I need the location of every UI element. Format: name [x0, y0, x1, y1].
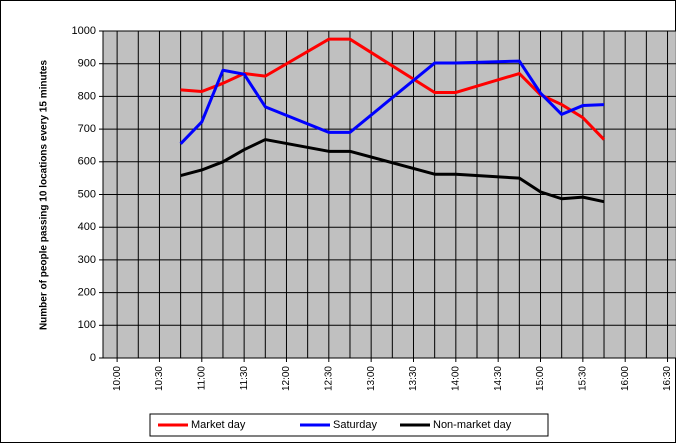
y-tick-label: 800 — [78, 90, 96, 102]
y-axis-label: Number of people passing 10 locations ev… — [39, 60, 50, 331]
x-tick-label: 16:00 — [620, 366, 631, 391]
x-tick-label: 10:00 — [112, 366, 123, 391]
y-tick-label: 600 — [78, 156, 96, 168]
y-tick-label: 300 — [78, 254, 96, 266]
x-tick-label: 13:30 — [408, 366, 419, 391]
series-line — [179, 59, 605, 145]
x-tick-label: 14:00 — [450, 366, 461, 391]
x-tick-label: 15:30 — [577, 366, 588, 391]
x-tick-label: 10:30 — [154, 366, 165, 391]
legend-box — [149, 413, 549, 437]
x-tick-label: 14:30 — [493, 366, 504, 391]
y-tick-label: 0 — [90, 352, 96, 364]
series-line — [180, 37, 606, 141]
x-tick-label: 16:30 — [662, 366, 673, 391]
x-tick-label: 12:00 — [281, 366, 292, 391]
x-tick-label: 11:30 — [239, 366, 250, 391]
x-tick-label: 13:00 — [366, 366, 377, 391]
y-tick-label: 200 — [78, 287, 96, 299]
y-tick-label: 1000 — [72, 25, 96, 37]
y-tick-label: 700 — [78, 123, 96, 135]
y-tick-label: 900 — [78, 58, 96, 70]
x-tick-label: 15:00 — [535, 366, 546, 391]
y-tick-label: 100 — [78, 319, 96, 331]
legend-label: Saturday — [333, 419, 378, 431]
x-tick-label: 11:00 — [196, 366, 207, 391]
x-tick-label: 12:30 — [323, 366, 334, 391]
series-line — [180, 138, 605, 204]
legend-label: Market day — [191, 419, 246, 431]
y-tick-label: 400 — [78, 221, 96, 233]
legend-label: Non-market day — [433, 419, 512, 431]
y-tick-label: 500 — [78, 188, 96, 200]
